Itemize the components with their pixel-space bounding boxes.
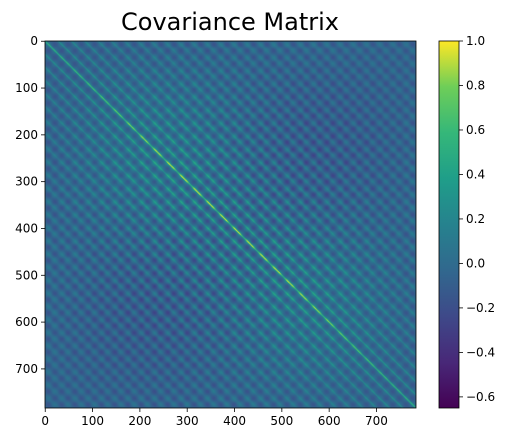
heatmap-image [45,41,416,408]
x-tick-label: 700 [365,414,388,428]
y-tick-label: 400 [15,221,38,235]
x-tick-label: 0 [41,414,49,428]
y-tick-label: 200 [15,128,38,142]
plot-frame [44,40,417,409]
x-axis: 0 100 200 300 400 500 600 700 [41,408,388,428]
y-tick-label: 0 [30,34,38,48]
colorbar-tick-label: 0.4 [466,167,485,181]
x-tick-label: 400 [223,414,246,428]
colorbar-ticks: 1.0 0.8 0.6 0.4 0.2 0.0 −0.2 −0.4 −0.6 [459,34,495,404]
colorbar-tick-label: −0.6 [466,390,495,404]
y-tick-label: 100 [15,81,38,95]
y-axis: 0 100 200 300 400 500 600 700 [15,34,45,376]
y-tick-label: 700 [15,362,38,376]
colorbar-tick-label: 1.0 [466,34,485,48]
y-tick-label: 300 [15,175,38,189]
x-tick-label: 500 [270,414,293,428]
chart-title: Covariance Matrix [121,8,339,36]
y-tick-label: 600 [15,315,38,329]
colorbar-tick-label: −0.2 [466,301,495,315]
x-tick-label: 300 [176,414,199,428]
x-tick-label: 200 [128,414,151,428]
y-tick-label: 500 [15,268,38,282]
colorbar-tick-label: 0.6 [466,123,485,137]
colorbar: 1.0 0.8 0.6 0.4 0.2 0.0 −0.2 −0.4 −0.6 [438,34,495,409]
colorbar-gradient [438,40,460,409]
heatmap-plot [44,40,417,409]
x-tick-label: 100 [81,414,104,428]
colorbar-tick-label: −0.4 [466,345,495,359]
colorbar-tick-label: 0.2 [466,212,485,226]
colorbar-tick-label: 0.0 [466,256,485,270]
colorbar-tick-label: 0.8 [466,78,485,92]
x-tick-label: 600 [318,414,341,428]
